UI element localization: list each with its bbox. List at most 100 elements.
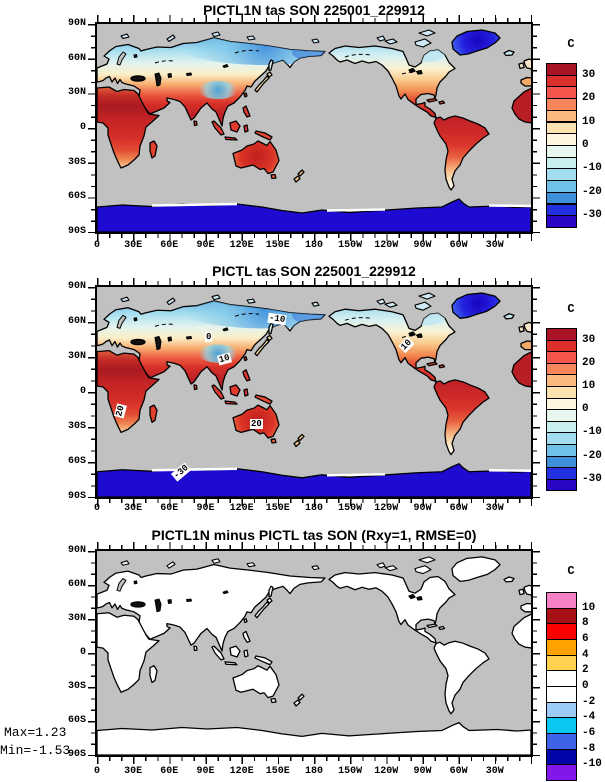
lat-label: 30S — [67, 681, 86, 692]
lat-label: 0 — [79, 386, 86, 397]
colorbar-label: 10 — [582, 380, 596, 392]
lon-label: 60E — [160, 503, 179, 514]
lon-label: 90E — [196, 240, 215, 251]
tick-strip — [91, 287, 95, 498]
colorbar-label: -10 — [582, 162, 602, 175]
lon-label: 60W — [449, 503, 468, 514]
lat-label: 60S — [67, 191, 86, 203]
lat-label: 90S — [67, 491, 86, 502]
colorbar-box — [546, 686, 577, 703]
colorbar-label: 0 — [582, 139, 589, 151]
panel3-title: PICTL1N minus PICTL tas SON (Rxy=1, RMSE… — [151, 527, 477, 543]
colorbar-label: -10 — [582, 426, 602, 439]
colorbar-box — [546, 764, 577, 782]
tick-strip — [533, 287, 537, 498]
lat-label: 30N — [67, 351, 86, 362]
panel1-title: PICTL1N tas SON 225001_229912 — [203, 2, 425, 18]
colorbar-box — [546, 733, 577, 750]
lon-label: 30W — [485, 240, 504, 251]
colorbar-box — [546, 654, 577, 672]
colorbar-label: 10 — [582, 601, 596, 614]
lon-label: 0 — [93, 503, 100, 514]
lon-label: 120W — [374, 240, 399, 251]
tick-strip — [91, 551, 95, 756]
lon-label: 30W — [485, 503, 504, 514]
tick-strip — [97, 545, 532, 549]
lat-label: 90N — [67, 18, 86, 29]
colorbar-box — [546, 109, 577, 123]
colorbar-box — [546, 701, 577, 719]
lon-label: 30E — [124, 766, 143, 777]
lat-label: 30N — [67, 87, 86, 99]
lon-label: 150E — [265, 240, 290, 251]
panel2-title: PICTL tas SON 225001_229912 — [212, 263, 416, 279]
tick-strip — [97, 499, 532, 503]
colorbar-label: -6 — [582, 727, 596, 739]
colorbar-label: -20 — [582, 185, 602, 198]
panel2-map — [95, 285, 533, 499]
lon-label: 90W — [413, 240, 432, 251]
tick-strip — [97, 234, 532, 238]
tick-strip — [97, 281, 532, 285]
colorbar-label: -2 — [582, 695, 596, 708]
tick-strip — [533, 551, 537, 756]
lon-label: 90W — [413, 766, 432, 777]
colorbar-label: -8 — [582, 742, 596, 755]
colorbar-label: -30 — [582, 472, 602, 485]
tick-strip — [97, 757, 532, 761]
lat-label: 90N — [67, 281, 86, 292]
panel2-colorbar-unit: C — [567, 302, 575, 316]
colorbar-box — [546, 592, 577, 609]
colorbar-label: 0 — [582, 680, 589, 692]
panel1-map — [95, 22, 533, 234]
lat-label: 90S — [67, 226, 86, 237]
colorbar-label: 20 — [582, 356, 596, 369]
lon-label: 180 — [304, 240, 323, 251]
max-value: Max=1.23 — [4, 725, 67, 740]
tick-strip — [97, 18, 532, 22]
colorbar-label: 20 — [582, 92, 596, 105]
lat-label: 90S — [67, 749, 86, 760]
lat-label: 60N — [67, 579, 86, 590]
lon-label: 30E — [124, 503, 143, 514]
colorbar-label: 30 — [582, 333, 596, 346]
lon-label: 30W — [485, 766, 504, 777]
colorbar-label: -4 — [582, 711, 596, 724]
colorbar-label: -20 — [582, 449, 602, 462]
panel1-colorbar-unit: C — [567, 37, 575, 51]
lon-label: 90E — [196, 503, 215, 514]
lon-label: 120E — [229, 503, 254, 514]
panel3-map — [95, 549, 533, 757]
lon-label: 150E — [265, 503, 290, 514]
colorbar-label: -10 — [582, 758, 602, 771]
colorbar-box — [546, 607, 577, 625]
lon-label: 60E — [160, 240, 179, 251]
lat-label: 30S — [67, 156, 86, 168]
colorbar-label: -30 — [582, 209, 602, 222]
colorbar-box — [546, 623, 577, 640]
lon-label: 150W — [338, 766, 363, 777]
colorbar-label: 2 — [582, 664, 589, 677]
colorbar-label: 30 — [582, 68, 596, 81]
lon-label: 90W — [413, 503, 432, 514]
lat-label: 30N — [67, 613, 86, 624]
colorbar-box — [546, 215, 577, 228]
lat-label: 30S — [67, 421, 86, 432]
lat-label: 60N — [67, 316, 86, 327]
panel3-colorbar-unit: C — [567, 564, 575, 578]
colorbar-box — [546, 639, 577, 656]
lon-label: 120E — [229, 766, 254, 777]
lon-label: 150W — [338, 240, 363, 251]
lat-label: 60S — [67, 715, 86, 726]
lon-label: 30E — [124, 240, 143, 251]
lon-label: 120W — [374, 503, 399, 514]
colorbar-label: 8 — [582, 617, 589, 630]
contour-label: 20 — [250, 419, 263, 429]
colorbar-box — [546, 717, 577, 735]
lat-label: 60S — [67, 456, 86, 467]
lon-label: 60E — [160, 766, 179, 777]
colorbar-label: 0 — [582, 403, 589, 416]
lon-label: 180 — [304, 766, 323, 777]
lon-label: 90E — [196, 766, 215, 777]
lon-label: 150E — [265, 766, 290, 777]
